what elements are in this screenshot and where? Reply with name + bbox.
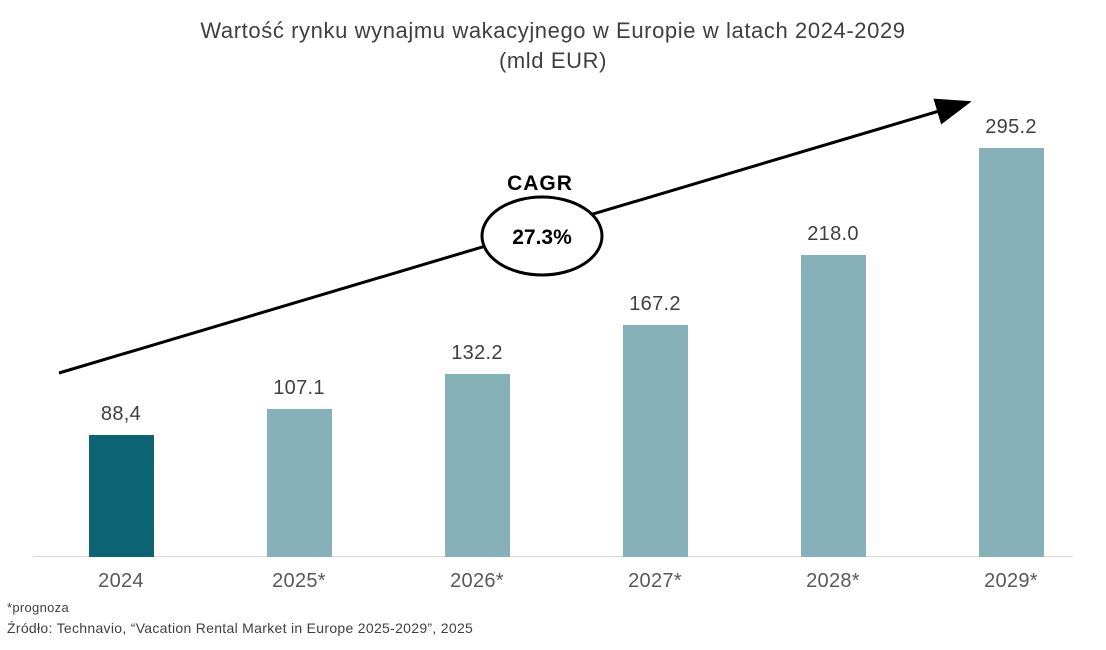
bar-value-label: 88,4 [100,403,142,425]
footnote-prognoza: *prognoza [7,600,69,615]
bar [266,409,332,557]
x-axis-line [33,556,1073,557]
chart-title: Wartość rynku wynajmu wakacyjnego w Euro… [0,16,1106,76]
bar [978,148,1044,557]
bar-value-label: 167.2 [629,293,681,315]
bar-value-label: 132.2 [451,342,503,364]
cagr-ellipse [480,195,604,277]
x-axis-label: 2026* [450,570,504,592]
x-axis-label: 2029* [984,570,1038,592]
chart-title-line1: Wartość rynku wynajmu wakacyjnego w Euro… [200,18,906,43]
bar-value-label: 107.1 [273,377,325,399]
chart-title-line2: (mld EUR) [498,48,608,73]
footnote-source: Źródło: Technavio, “Vacation Rental Mark… [7,620,474,636]
x-axis-label: 2028* [806,570,860,592]
bar [800,255,866,557]
x-axis-label: 2024 [98,570,144,592]
footnotes: *prognoza Źródło: Technavio, “Vacation R… [7,598,1097,638]
bar-value-label: 218.0 [807,223,859,245]
x-axis-label: 2027* [628,570,682,592]
x-axis-label: 2025* [272,570,326,592]
cagr-value: 27.3% [512,226,572,249]
bar [88,435,154,557]
bar [622,325,688,557]
bar-value-label: 295.2 [985,116,1037,138]
bar [444,374,510,557]
cagr-label: CAGR [507,172,573,195]
